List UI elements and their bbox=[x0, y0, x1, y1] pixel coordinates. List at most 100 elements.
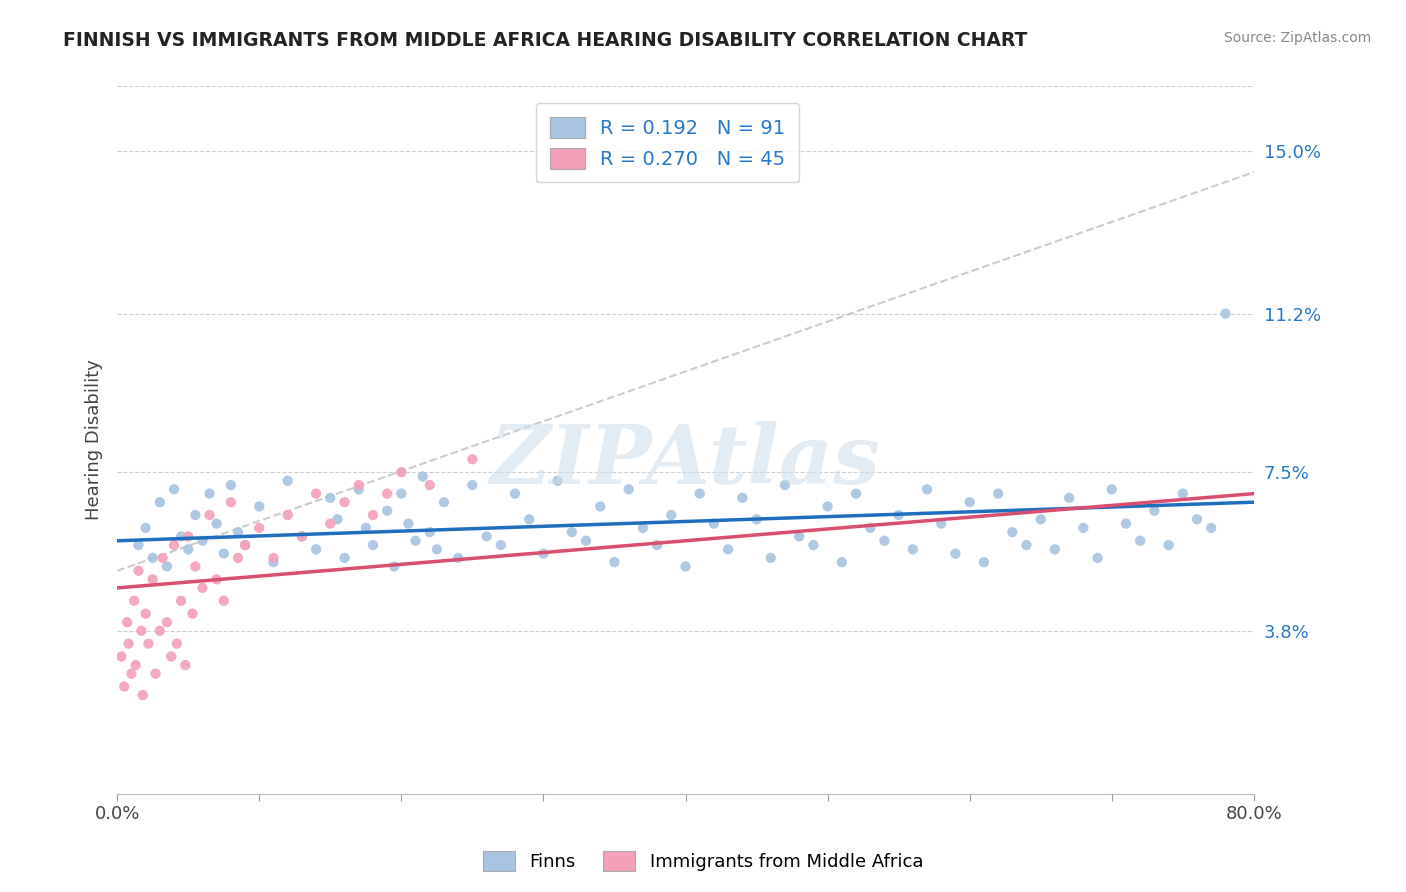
Point bbox=[226, 550, 249, 565]
Point bbox=[166, 637, 188, 651]
Point bbox=[389, 486, 412, 500]
Point bbox=[128, 538, 150, 552]
Point bbox=[817, 500, 839, 514]
Point bbox=[412, 469, 434, 483]
Point bbox=[689, 486, 711, 500]
Point bbox=[277, 508, 299, 522]
Point bbox=[191, 533, 214, 548]
Point bbox=[1185, 512, 1208, 526]
Point bbox=[163, 538, 186, 552]
Point bbox=[773, 478, 796, 492]
Point bbox=[759, 550, 782, 565]
Point bbox=[174, 658, 197, 673]
Point bbox=[1073, 521, 1095, 535]
Point bbox=[489, 538, 512, 552]
Point bbox=[319, 516, 342, 531]
Point bbox=[1087, 550, 1109, 565]
Y-axis label: Hearing Disability: Hearing Disability bbox=[86, 359, 103, 520]
Point bbox=[1101, 483, 1123, 497]
Point bbox=[112, 680, 135, 694]
Point bbox=[1129, 533, 1152, 548]
Legend: Finns, Immigrants from Middle Africa: Finns, Immigrants from Middle Africa bbox=[475, 844, 931, 879]
Point bbox=[873, 533, 896, 548]
Point bbox=[291, 529, 314, 543]
Point bbox=[1143, 504, 1166, 518]
Point bbox=[177, 542, 200, 557]
Point bbox=[887, 508, 910, 522]
Point bbox=[987, 486, 1010, 500]
Point bbox=[170, 529, 193, 543]
Point bbox=[845, 486, 868, 500]
Point bbox=[198, 486, 221, 500]
Point bbox=[375, 504, 398, 518]
Point bbox=[120, 666, 142, 681]
Point bbox=[122, 594, 145, 608]
Point bbox=[575, 533, 598, 548]
Point bbox=[419, 525, 441, 540]
Point bbox=[617, 483, 640, 497]
Point bbox=[354, 521, 377, 535]
Point bbox=[291, 529, 314, 543]
Point bbox=[1057, 491, 1080, 505]
Text: ZIPAtlas: ZIPAtlas bbox=[491, 421, 882, 501]
Point bbox=[110, 649, 132, 664]
Point bbox=[142, 550, 165, 565]
Point bbox=[973, 555, 995, 569]
Point bbox=[803, 538, 825, 552]
Point bbox=[163, 483, 186, 497]
Point bbox=[361, 508, 384, 522]
Point bbox=[152, 550, 174, 565]
Point bbox=[589, 500, 612, 514]
Point bbox=[659, 508, 682, 522]
Point bbox=[184, 559, 207, 574]
Text: FINNISH VS IMMIGRANTS FROM MIDDLE AFRICA HEARING DISABILITY CORRELATION CHART: FINNISH VS IMMIGRANTS FROM MIDDLE AFRICA… bbox=[63, 31, 1028, 50]
Point bbox=[1215, 307, 1237, 321]
Point bbox=[131, 624, 153, 638]
Point bbox=[212, 547, 235, 561]
Point bbox=[142, 572, 165, 586]
Point bbox=[603, 555, 626, 569]
Point bbox=[305, 486, 328, 500]
Point bbox=[361, 538, 384, 552]
Point bbox=[1015, 538, 1038, 552]
Point bbox=[181, 607, 204, 621]
Point bbox=[398, 516, 420, 531]
Point bbox=[787, 529, 810, 543]
Point bbox=[703, 516, 725, 531]
Point bbox=[205, 516, 228, 531]
Point bbox=[233, 538, 256, 552]
Point bbox=[132, 688, 155, 702]
Point bbox=[447, 550, 470, 565]
Point bbox=[219, 478, 242, 492]
Point bbox=[170, 594, 193, 608]
Point bbox=[115, 615, 138, 630]
Point bbox=[138, 637, 160, 651]
Point bbox=[389, 465, 412, 479]
Point bbox=[503, 486, 526, 500]
Point bbox=[319, 491, 342, 505]
Point bbox=[915, 483, 938, 497]
Point bbox=[333, 550, 356, 565]
Point bbox=[901, 542, 924, 557]
Point bbox=[1199, 521, 1222, 535]
Point bbox=[305, 542, 328, 557]
Point bbox=[247, 500, 270, 514]
Point bbox=[233, 538, 256, 552]
Point bbox=[745, 512, 768, 526]
Point bbox=[1029, 512, 1052, 526]
Point bbox=[247, 521, 270, 535]
Point bbox=[149, 624, 172, 638]
Point bbox=[533, 547, 555, 561]
Point bbox=[156, 559, 179, 574]
Point bbox=[419, 478, 441, 492]
Point bbox=[135, 607, 157, 621]
Point bbox=[1115, 516, 1137, 531]
Point bbox=[219, 495, 242, 509]
Point bbox=[433, 495, 456, 509]
Point bbox=[561, 525, 583, 540]
Point bbox=[382, 559, 405, 574]
Point bbox=[1001, 525, 1024, 540]
Point bbox=[160, 649, 183, 664]
Point bbox=[326, 512, 349, 526]
Point bbox=[859, 521, 882, 535]
